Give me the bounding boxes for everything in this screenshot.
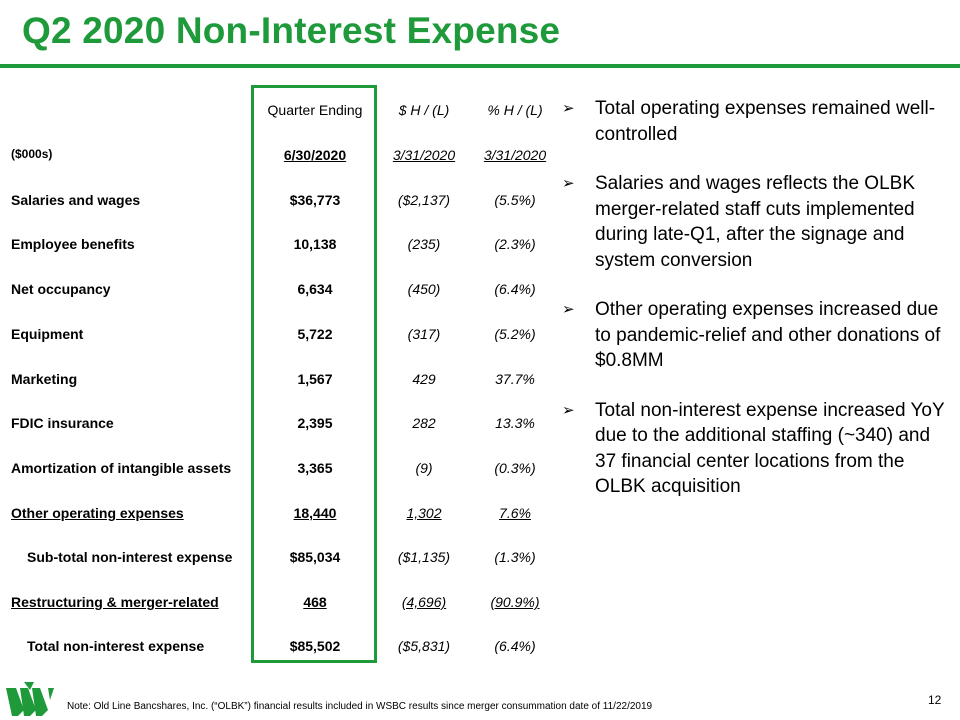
row-label: Restructuring & merger-related (11, 594, 219, 610)
table-row: Restructuring & merger-related 468 (4,69… (0, 594, 560, 614)
row-dollar-change: ($1,135) (397, 549, 451, 565)
bullet-text: Salaries and wages reflects the OLBK mer… (595, 173, 916, 271)
row-pct-change: (1.3%) (494, 549, 536, 565)
row-pct-change: (2.3%) (494, 236, 536, 252)
row-dollar-change: (9) (415, 460, 433, 476)
row-pct-change: (6.4%) (494, 281, 536, 297)
table-row: FDIC insurance 2,395 282 13.3% (0, 415, 560, 435)
table-row: Net occupancy 6,634 (450) (6.4%) (0, 281, 560, 301)
row-value: 18,440 (293, 505, 337, 521)
subheader-date-compare-pct: 3/31/2020 (483, 147, 547, 163)
commentary-bullets: ➢ Total operating expenses remained well… (562, 96, 952, 524)
row-value: 10,138 (293, 236, 337, 252)
row-value: $85,502 (289, 638, 341, 654)
row-dollar-change: (4,696) (401, 594, 447, 610)
subheader-date-compare: 3/31/2020 (392, 147, 456, 163)
row-dollar-change: ($2,137) (397, 192, 451, 208)
table-row-total: Total non-interest expense $85,502 ($5,8… (0, 638, 560, 658)
row-label: FDIC insurance (11, 415, 114, 431)
row-pct-change: 13.3% (495, 415, 535, 431)
footer-note: Note: Old Line Bancshares, Inc. (“OLBK”)… (67, 701, 653, 712)
header-quarter-ending: Quarter Ending (267, 102, 363, 118)
bullet-text: Total non-interest expense increased YoY… (595, 399, 945, 498)
row-label: Equipment (11, 326, 84, 342)
row-value: 5,722 (297, 326, 333, 342)
row-dollar-change: ($5,831) (397, 638, 451, 654)
table-row: Other operating expenses 18,440 1,302 7.… (0, 505, 560, 525)
row-label: Total non-interest expense (27, 638, 205, 654)
units-label: ($000s) (11, 147, 53, 161)
bullet-item: ➢ Salaries and wages reflects the OLBK m… (562, 171, 952, 273)
row-dollar-change: 282 (412, 415, 436, 431)
page-number: 12 (928, 693, 942, 707)
arrow-bullet-icon: ➢ (562, 401, 575, 419)
row-label: Amortization of intangible assets (11, 460, 232, 476)
table-row-subtotal: Sub-total non-interest expense $85,034 (… (0, 549, 560, 569)
table-header-row: Quarter Ending $ H / (L) % H / (L) (0, 102, 560, 122)
row-pct-change: (0.3%) (494, 460, 536, 476)
arrow-bullet-icon: ➢ (562, 175, 575, 192)
row-pct-change: 37.7% (495, 371, 535, 387)
table-row: Salaries and wages $36,773 ($2,137) (5.5… (0, 192, 560, 212)
bullet-item: ➢ Total non-interest expense increased Y… (562, 398, 952, 500)
row-value: 468 (303, 594, 327, 610)
row-pct-change: (6.4%) (494, 638, 536, 654)
row-dollar-change: (235) (407, 236, 441, 252)
table-row: Marketing 1,567 429 37.7% (0, 371, 560, 391)
row-label: Employee benefits (11, 236, 135, 252)
row-dollar-change: 429 (412, 371, 436, 387)
row-value: $85,034 (289, 549, 341, 565)
arrow-bullet-icon: ➢ (562, 301, 575, 318)
row-dollar-change: (450) (407, 281, 441, 297)
row-label: Salaries and wages (11, 192, 141, 208)
bullet-item: ➢ Total operating expenses remained well… (562, 96, 952, 147)
arrow-bullet-icon: ➢ (562, 100, 575, 117)
row-pct-change: (90.9%) (490, 594, 540, 610)
table-subheader-row: ($000s) 6/30/2020 3/31/2020 3/31/2020 (0, 147, 560, 167)
table-row: Amortization of intangible assets 3,365 … (0, 460, 560, 480)
row-label: Other operating expenses (11, 505, 184, 521)
row-value: 3,365 (297, 460, 333, 476)
table-row: Equipment 5,722 (317) (5.2%) (0, 326, 560, 346)
row-value: 2,395 (297, 415, 333, 431)
row-pct-change: (5.2%) (494, 326, 536, 342)
row-label: Marketing (11, 371, 78, 387)
header-pct-change: % H / (L) (487, 102, 543, 118)
header-dollar-change: $ H / (L) (398, 102, 450, 118)
row-value: $36,773 (289, 192, 341, 208)
expense-table: Quarter Ending $ H / (L) % H / (L) ($000… (0, 82, 560, 672)
row-pct-change: (5.5%) (494, 192, 536, 208)
table-row: Employee benefits 10,138 (235) (2.3%) (0, 236, 560, 256)
row-value: 1,567 (297, 371, 333, 387)
row-pct-change: 7.6% (499, 505, 531, 521)
row-dollar-change: (317) (407, 326, 441, 342)
bullet-item: ➢ Other operating expenses increased due… (562, 297, 952, 374)
subheader-date-current: 6/30/2020 (283, 147, 347, 163)
quarter-column-highlight (251, 85, 377, 663)
row-label: Sub-total non-interest expense (27, 549, 233, 565)
row-value: 6,634 (297, 281, 333, 297)
page-title: Q2 2020 Non-Interest Expense (22, 10, 561, 51)
title-divider (0, 64, 960, 68)
row-label: Net occupancy (11, 281, 111, 297)
bullet-text: Other operating expenses increased due t… (595, 299, 941, 371)
wesbanco-logo-icon (6, 682, 54, 716)
bullet-text: Total operating expenses remained well-c… (595, 98, 936, 145)
row-dollar-change: 1,302 (406, 505, 442, 521)
